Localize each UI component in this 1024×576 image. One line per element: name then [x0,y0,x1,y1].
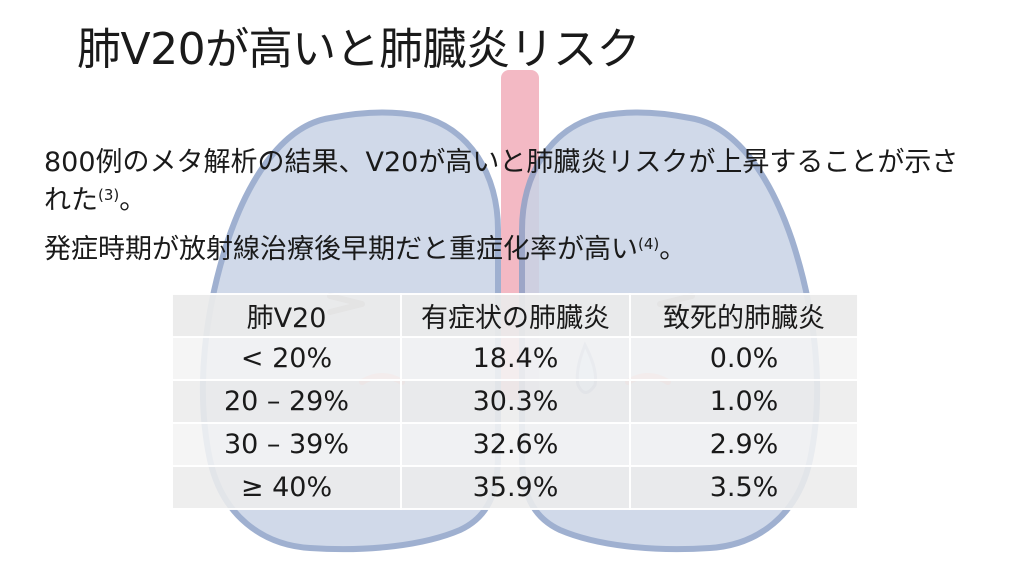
table-header-row: 肺V20 有症状の肺臓炎 致死的肺臓炎 [171,293,859,338]
column-header-lung-v20: 肺V20 [171,293,402,338]
table-cell: 1.0% [629,379,859,424]
table-row: 30 – 39% 32.6% 2.9% [171,422,859,467]
paragraph-text: 発症時期が放射線治療後早期だと重症化率が高い [44,234,638,265]
table-row: 20 – 29% 30.3% 1.0% [171,379,859,424]
table-cell: 30.3% [400,379,631,424]
pneumonitis-risk-table: 肺V20 有症状の肺臓炎 致死的肺臓炎 < 20% 18.4% 0.0% 20 … [171,293,859,510]
paragraph-tail: 。 [119,185,147,216]
paragraph-text: 800例のメタ解析の結果、V20が高いと肺臓炎リスクが上昇することが示された [44,147,959,216]
column-header-symptomatic-pneumonitis: 有症状の肺臓炎 [400,293,631,338]
paragraph-tail: 。 [659,234,687,265]
table-cell: 2.9% [629,422,859,467]
paragraph-onset-timing: 発症時期が放射線治療後早期だと重症化率が高い(4)。 [44,228,984,266]
table-cell: 0.0% [629,336,859,381]
table-cell: < 20% [171,336,402,381]
table-cell: 32.6% [400,422,631,467]
paragraph-meta-analysis: 800例のメタ解析の結果、V20が高いと肺臓炎リスクが上昇することが示された(3… [44,146,984,217]
table-cell: 35.9% [400,465,631,510]
body-text: 800例のメタ解析の結果、V20が高いと肺臓炎リスクが上昇することが示された(3… [44,146,984,277]
table-cell: ≥ 40% [171,465,402,510]
table-cell: 20 – 29% [171,379,402,424]
page-title: 肺V20が高いと肺臓炎リスク [77,24,641,75]
column-header-fatal-pneumonitis: 致死的肺臓炎 [629,293,859,338]
table-row: ≥ 40% 35.9% 3.5% [171,465,859,510]
table-row: < 20% 18.4% 0.0% [171,336,859,381]
reference-marker: (3) [98,186,120,204]
reference-marker: (4) [638,235,660,253]
table-cell: 3.5% [629,465,859,510]
table-cell: 18.4% [400,336,631,381]
table-cell: 30 – 39% [171,422,402,467]
